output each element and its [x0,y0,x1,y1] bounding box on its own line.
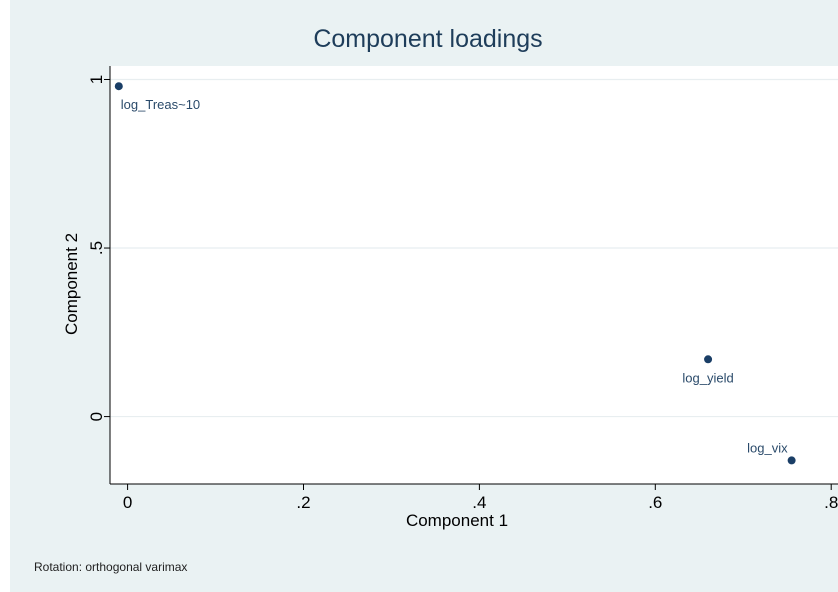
y-axis-title: Component 2 [62,233,81,335]
gridlines [110,78,838,418]
y-ticks: 0.51 [87,75,110,421]
data-points: log_Treas~10 log_yield log_vix [114,82,796,465]
x-tick-label: 0 [123,493,132,512]
rotation-note: Rotation: orthogonal varimax [34,560,187,574]
x-tick-label: .6 [648,493,662,512]
chart-frame: Component loadings 0.2.4.6.8 0.5 1 log_Tr… [10,0,838,592]
y-tick-label: .5 [87,241,106,255]
data-point-label: log_yield [682,370,733,385]
x-axis-title: Component 1 [406,511,508,530]
data-point-label: log_Treas~10 [121,97,200,112]
x-ticks: 0 .2 .4 .6 .8 [123,484,838,512]
x-tick-label: .8 [824,493,838,512]
data-point [787,456,796,465]
y-tick-label: 1 [87,75,106,84]
x-tick-label: .4 [472,493,486,512]
x-tick-label: .2 [296,493,310,512]
y-tick-label: 0 [87,412,106,421]
plot-area [110,66,838,484]
chart-title: Component loadings [313,25,542,53]
data-point [114,82,123,91]
data-point [704,355,713,364]
data-point-label: log_vix [747,440,788,455]
loadings-chart: Component loadings 0.2.4.6.8 0.51 log_Tr… [34,25,838,574]
